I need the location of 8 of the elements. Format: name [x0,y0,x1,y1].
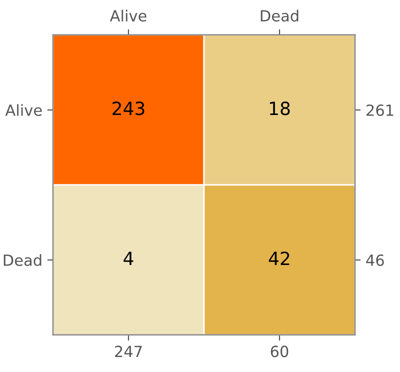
data-label: 243 [112,102,144,116]
y2-tick-label: 261 [366,104,394,116]
text: 247 [115,346,142,358]
data-label: 18 [270,102,290,116]
data-label: 4 [124,252,134,265]
y2-tick-label: 46 [366,254,384,266]
text: 60 [270,346,288,358]
data-label: 42 [268,252,290,265]
